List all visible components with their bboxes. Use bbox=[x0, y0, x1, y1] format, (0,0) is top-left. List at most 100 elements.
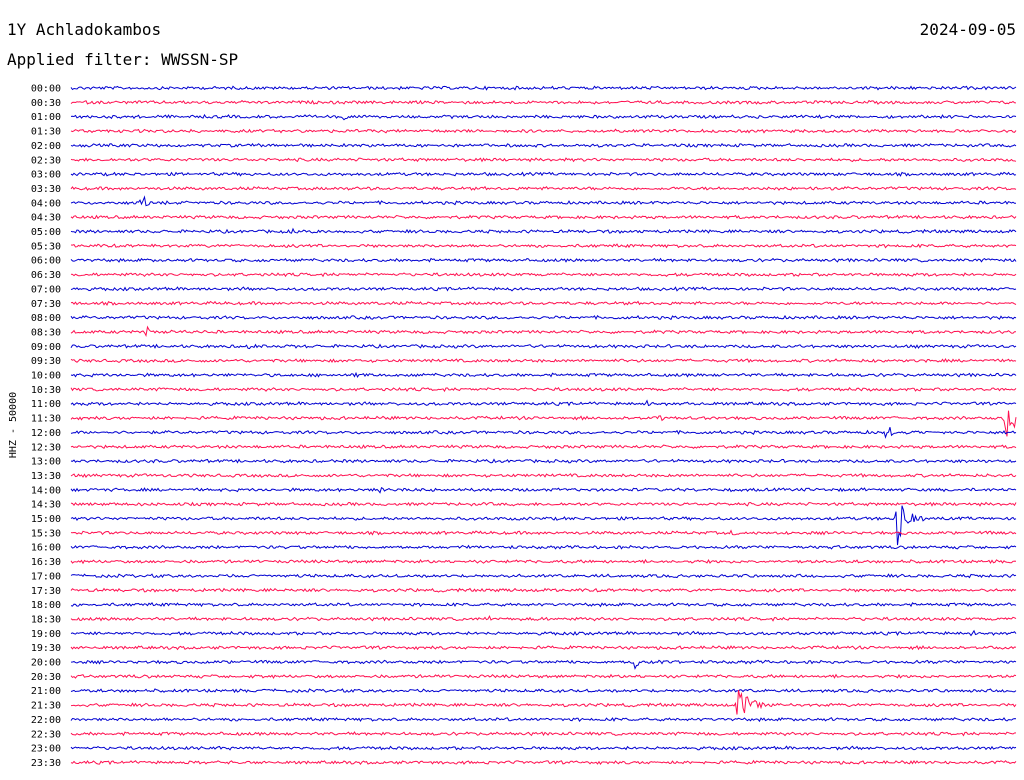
row-time-label: 06:00 bbox=[31, 256, 61, 267]
row-time-label: 06:30 bbox=[31, 270, 61, 281]
trace-row-1400 bbox=[70, 486, 1017, 494]
trace-row-1600 bbox=[70, 544, 1017, 550]
trace-row-0730 bbox=[70, 300, 1017, 307]
trace-row-0830 bbox=[70, 325, 1016, 338]
station-title: 1Y Achladokambos bbox=[7, 20, 162, 39]
row-time-label: 12:30 bbox=[31, 442, 61, 453]
row-time-label: 16:00 bbox=[31, 543, 61, 554]
row-time-label: 14:30 bbox=[31, 500, 61, 511]
trace-row-1000 bbox=[70, 371, 1017, 378]
row-time-label: 16:30 bbox=[31, 557, 61, 568]
trace-row-1500 bbox=[70, 505, 1017, 546]
filter-label: Applied filter: WWSSN-SP bbox=[7, 50, 239, 69]
trace-row-1130 bbox=[70, 410, 1017, 437]
trace-row-2200 bbox=[70, 716, 1017, 723]
trace-row-0030 bbox=[70, 99, 1017, 105]
trace-row-2330 bbox=[70, 759, 1017, 766]
row-time-label: 19:30 bbox=[31, 643, 61, 654]
row-time-label: 11:00 bbox=[31, 399, 61, 410]
trace-row-1300 bbox=[70, 458, 1017, 464]
row-time-label: 07:00 bbox=[31, 284, 61, 295]
trace-row-0800 bbox=[70, 314, 1017, 321]
row-time-label: 18:00 bbox=[31, 600, 61, 611]
trace-row-0630 bbox=[70, 272, 1017, 278]
trace-row-1230 bbox=[70, 444, 1017, 450]
row-time-label: 19:00 bbox=[31, 629, 61, 640]
row-time-label: 21:00 bbox=[31, 686, 61, 697]
row-time-label: 17:30 bbox=[31, 586, 61, 597]
trace-row-1530 bbox=[70, 529, 1017, 536]
row-time-label: 02:00 bbox=[31, 141, 61, 152]
trace-row-0130 bbox=[70, 128, 1017, 134]
row-time-label: 22:00 bbox=[31, 715, 61, 726]
row-time-label: 03:00 bbox=[31, 170, 61, 181]
row-time-label: 13:30 bbox=[31, 471, 61, 482]
row-time-label: 07:30 bbox=[31, 299, 61, 310]
trace-row-2000 bbox=[70, 659, 1017, 670]
trace-row-1330 bbox=[70, 473, 1017, 478]
row-time-label: 21:30 bbox=[31, 701, 61, 712]
row-time-label: 18:30 bbox=[31, 614, 61, 625]
row-time-label: 22:30 bbox=[31, 729, 61, 740]
channel-label: HHZ - 50000 bbox=[8, 392, 19, 458]
row-time-label: 15:00 bbox=[31, 514, 61, 525]
trace-row-1200 bbox=[70, 427, 1017, 439]
row-time-label: 10:30 bbox=[31, 385, 61, 396]
row-time-label: 02:30 bbox=[31, 155, 61, 166]
trace-row-1630 bbox=[70, 558, 1017, 565]
row-time-label: 11:30 bbox=[31, 414, 61, 425]
row-time-label: 00:00 bbox=[31, 84, 61, 95]
trace-row-2300 bbox=[70, 745, 1017, 751]
row-time-label: 01:00 bbox=[31, 112, 61, 123]
trace-row-0330 bbox=[70, 185, 1017, 191]
trace-row-0000 bbox=[70, 85, 1017, 91]
trace-row-0230 bbox=[70, 157, 1017, 163]
trace-row-0700 bbox=[70, 286, 1017, 292]
trace-row-2230 bbox=[70, 731, 1017, 737]
row-time-label: 10:00 bbox=[31, 371, 61, 382]
trace-row-0100 bbox=[70, 113, 1017, 121]
trace-row-1730 bbox=[70, 587, 1017, 593]
row-time-label: 17:00 bbox=[31, 571, 61, 582]
row-time-label: 04:30 bbox=[31, 213, 61, 224]
trace-row-1100 bbox=[70, 399, 1017, 407]
trace-row-1930 bbox=[70, 644, 1017, 651]
row-time-label: 20:30 bbox=[31, 672, 61, 683]
trace-row-2100 bbox=[70, 688, 1017, 694]
trace-row-2030 bbox=[70, 673, 1017, 680]
trace-row-1430 bbox=[70, 501, 1017, 507]
trace-row-2130 bbox=[70, 689, 1017, 715]
row-time-label: 08:30 bbox=[31, 327, 61, 338]
trace-row-0500 bbox=[70, 227, 1017, 234]
trace-row-1900 bbox=[70, 629, 1017, 637]
trace-row-0600 bbox=[70, 257, 1017, 263]
row-time-label: 08:00 bbox=[31, 313, 61, 324]
row-time-label: 20:00 bbox=[31, 658, 61, 669]
trace-row-0530 bbox=[70, 243, 1017, 249]
row-time-label: 01:30 bbox=[31, 127, 61, 138]
row-time-label: 23:30 bbox=[31, 758, 61, 769]
row-time-label: 09:30 bbox=[31, 356, 61, 367]
trace-row-1700 bbox=[70, 573, 1017, 579]
trace-row-1030 bbox=[70, 386, 1017, 393]
trace-row-1800 bbox=[70, 602, 1017, 608]
row-time-label: 13:00 bbox=[31, 457, 61, 468]
row-time-label: 04:00 bbox=[31, 198, 61, 209]
row-time-label: 05:30 bbox=[31, 241, 61, 252]
trace-row-0300 bbox=[70, 171, 1017, 177]
trace-row-0200 bbox=[70, 142, 1017, 148]
row-time-label: 00:30 bbox=[31, 98, 61, 109]
row-time-label: 03:30 bbox=[31, 184, 61, 195]
trace-row-0900 bbox=[70, 343, 1017, 350]
row-time-label: 15:30 bbox=[31, 528, 61, 539]
row-time-label: 09:00 bbox=[31, 342, 61, 353]
row-time-label: 05:00 bbox=[31, 227, 61, 238]
trace-row-0930 bbox=[70, 357, 1017, 364]
row-time-label: 23:00 bbox=[31, 744, 61, 755]
plot-date: 2024-09-05 bbox=[919, 20, 1016, 39]
row-time-label: 12:00 bbox=[31, 428, 61, 439]
trace-row-1830 bbox=[70, 615, 1017, 622]
trace-row-0430 bbox=[70, 214, 1017, 220]
row-time-label: 14:00 bbox=[31, 485, 61, 496]
